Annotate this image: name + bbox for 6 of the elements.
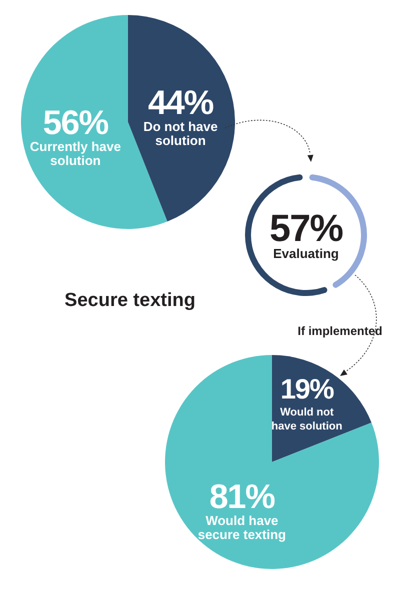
text: If implemented (298, 324, 382, 338)
data-label: 19% (280, 374, 335, 405)
text: Secure texting (64, 290, 196, 311)
pie-slice (165, 355, 379, 569)
pie-slice (128, 15, 235, 222)
slice-label: Would not have solution (271, 406, 343, 433)
